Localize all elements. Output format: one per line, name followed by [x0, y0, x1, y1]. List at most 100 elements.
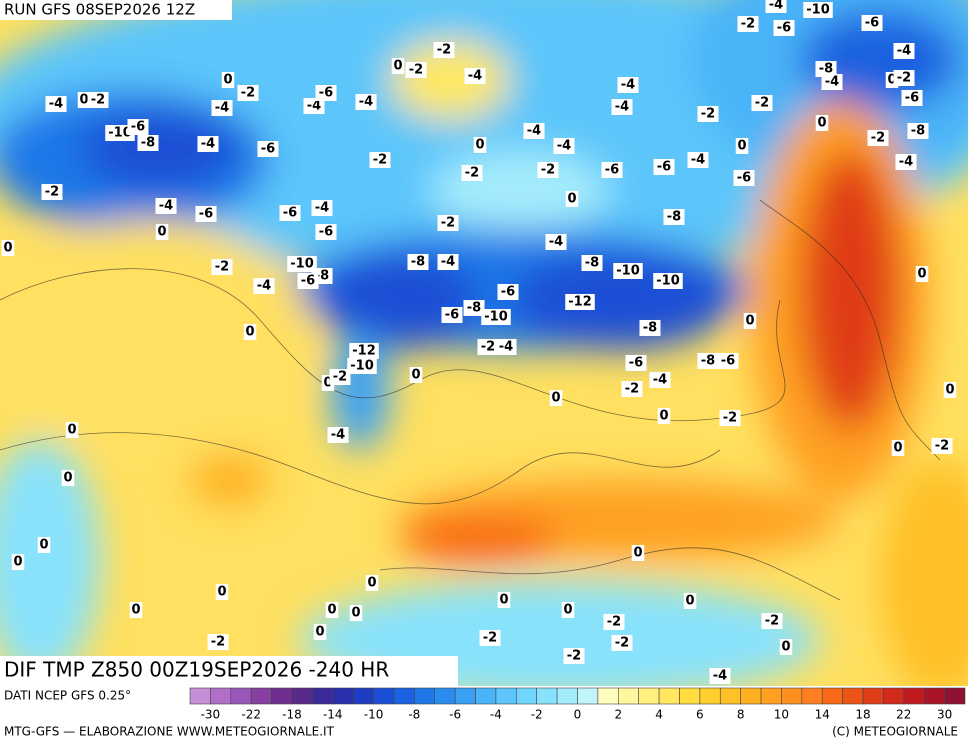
label-box: [891, 440, 905, 456]
contour-label: 0: [917, 267, 926, 282]
label-box: [901, 90, 923, 106]
label-box: [765, 0, 787, 13]
contour-label: -8: [411, 255, 425, 270]
colorbar-tick-label: 0: [574, 708, 582, 722]
color-swatch: [556, 687, 578, 705]
label-box: [155, 198, 177, 214]
contour-label: -10: [806, 3, 830, 18]
label-box: [221, 72, 235, 88]
colorbar-tick-label: -8: [408, 708, 420, 722]
label-box: [733, 170, 755, 186]
contour-label: 0: [351, 606, 360, 621]
label-box: [497, 592, 511, 608]
color-swatch: [658, 687, 680, 705]
label-box: [77, 92, 91, 108]
label-box: [719, 410, 741, 426]
colorbar-tick-label: 30: [937, 708, 952, 722]
label-box: [815, 61, 837, 77]
contour-label: -2: [91, 93, 105, 108]
color-swatch: [271, 687, 293, 705]
contour-label: -2: [567, 649, 581, 664]
colorbar-tick-label: 6: [696, 708, 704, 722]
color-swatch: [516, 687, 538, 705]
label-box: [523, 123, 545, 139]
contour-label: -4: [825, 75, 839, 90]
label-box: [129, 602, 143, 618]
color-swatch: [719, 687, 741, 705]
contour-label: 0: [13, 555, 22, 570]
label-box: [127, 119, 149, 135]
contour-label: -6: [283, 206, 297, 221]
label-box: [287, 256, 317, 272]
contour-label: 0: [323, 376, 332, 391]
contour-label: -6: [199, 207, 213, 222]
contour-label: 0: [39, 538, 48, 553]
label-box: [303, 98, 325, 114]
label-box: [649, 372, 671, 388]
label-box: [279, 205, 301, 221]
label-box: [215, 584, 229, 600]
contour-label: 0: [367, 576, 376, 591]
color-swatch: [312, 687, 334, 705]
contour-label: -8: [701, 354, 715, 369]
label-box: [207, 634, 229, 650]
contour-label: 0: [659, 409, 668, 424]
colorbar-tick-label: 22: [896, 708, 911, 722]
contour-label: 0: [563, 603, 572, 618]
label-box: [315, 224, 337, 240]
colorbar-tick-label: -4: [490, 708, 502, 722]
color-swatch: [617, 687, 639, 705]
color-swatch: [332, 687, 354, 705]
label-box: [441, 307, 463, 323]
contour-label: -6: [905, 91, 919, 106]
contour-label: -4: [897, 44, 911, 59]
color-swatch: [210, 687, 232, 705]
contour-label: -4: [615, 100, 629, 115]
label-box: [477, 339, 499, 355]
label-box: [11, 554, 25, 570]
contour-label: -4: [257, 279, 271, 294]
contour-label: -4: [49, 97, 63, 112]
contour-label: -2: [373, 153, 387, 168]
contour-label: -2: [241, 86, 255, 101]
footer-left: MTG-GFS — ELABORAZIONE WWW.METEOGIORNALE…: [4, 725, 335, 739]
label-box: [433, 42, 455, 58]
contour-label: 0: [893, 441, 902, 456]
colorbar-tick-label: -14: [323, 708, 343, 722]
label-box: [464, 68, 486, 84]
contour-label: -2: [765, 614, 779, 629]
contour-label: -10: [616, 264, 640, 279]
label-box: [553, 138, 575, 154]
contour-label: -6: [261, 142, 275, 157]
label-box: [315, 85, 337, 101]
label-box: [743, 313, 757, 329]
subtitle-box: [0, 656, 458, 686]
contour-label: -10: [656, 274, 680, 289]
label-box: [537, 162, 559, 178]
contour-label: -2: [935, 439, 949, 454]
contour-label: -4: [315, 201, 329, 216]
label-box: [65, 422, 79, 438]
contour-label: -4: [713, 669, 727, 684]
contour-label: -4: [557, 139, 571, 154]
color-swatch: [597, 687, 619, 705]
label-box: [943, 382, 957, 398]
color-swatch: [760, 687, 782, 705]
colorbar-tick-label: 2: [614, 708, 622, 722]
label-box: [683, 593, 697, 609]
contour-label: 0: [499, 593, 508, 608]
label-box: [709, 668, 731, 684]
colorbar-tick-label: -6: [449, 708, 461, 722]
contour-label: 0: [411, 368, 420, 383]
contour-label: -4: [201, 137, 215, 152]
contour-label: -10: [290, 257, 314, 272]
contour-label: 0: [781, 640, 790, 655]
colorbar-tick-label: -10: [364, 708, 384, 722]
label-box: [611, 99, 633, 115]
label-box: [197, 136, 219, 152]
contour-label: -10: [108, 126, 132, 141]
contour-label: -12: [568, 295, 592, 310]
contour-label: -2: [871, 131, 885, 146]
color-swatch: [883, 687, 905, 705]
